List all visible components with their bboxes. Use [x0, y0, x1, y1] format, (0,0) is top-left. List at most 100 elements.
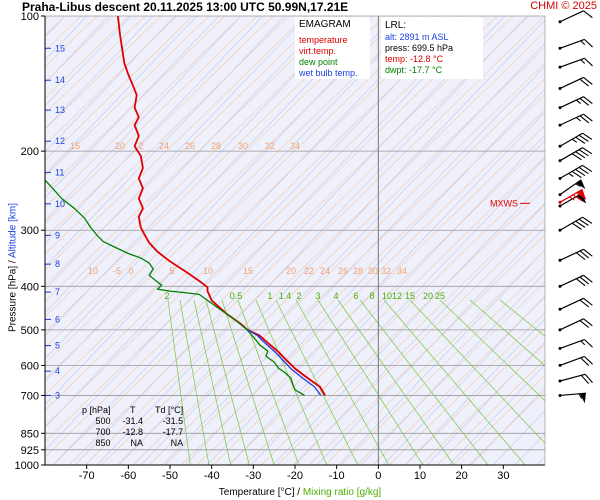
wind-column-background	[545, 16, 600, 465]
wind-barb-shaft	[559, 147, 583, 162]
pressure-tick-label: 100	[21, 11, 39, 23]
legend-item-temperature: temperature	[299, 35, 348, 45]
temperature-tick-label: -60	[120, 470, 136, 482]
legend-item-dew-point: dew point	[299, 57, 338, 67]
moist-adiabat-line	[45, 16, 386, 349]
wind-barb-pennant	[576, 179, 586, 190]
moist-adiabat-line	[212, 140, 545, 465]
mixing-ratio-label: 2	[296, 291, 301, 301]
wind-barb	[558, 179, 586, 197]
table-cell: 850	[95, 438, 111, 448]
wind-barb	[558, 38, 593, 50]
altitude-tick-label: 8	[55, 259, 60, 269]
moist-adiabat-line	[45, 16, 338, 302]
adiabat-line	[382, 295, 545, 465]
isotherm-label: 10	[203, 266, 213, 276]
wind-barb	[558, 10, 593, 24]
wind-barb-half	[580, 340, 586, 346]
wind-barb	[558, 147, 593, 163]
mixing-ratio-line	[237, 299, 300, 465]
moist-adiabat-line	[196, 124, 545, 465]
moist-adiabat-line	[100, 31, 545, 465]
altitude-tick-label: 11	[55, 167, 64, 177]
wind-barb	[558, 274, 593, 288]
pressure-tick-label: 850	[21, 428, 39, 440]
altitude-tick-label: 12	[55, 136, 65, 146]
moist-adiabat-line	[45, 16, 498, 458]
mixing-ratio-line	[469, 299, 545, 367]
adiabat-line	[294, 203, 545, 465]
isotherm-label: 34	[290, 141, 300, 151]
adiabat-line	[96, 16, 528, 465]
wind-barb-station	[558, 176, 562, 180]
wind-barb-shaft	[559, 297, 584, 310]
y-axis-label-altitude: Altitude [km]	[7, 203, 19, 259]
wind-barb	[558, 318, 593, 332]
wind-barb-full	[571, 222, 582, 230]
adiabat-line	[316, 226, 545, 465]
wind-barb-full	[576, 192, 587, 200]
moist-adiabat-line	[340, 265, 545, 465]
moist-adiabat-line	[52, 16, 514, 465]
wind-barb-full	[579, 115, 590, 124]
pressure-tick-label: 925	[21, 445, 39, 457]
mixing-ratio-label: 20	[423, 291, 433, 301]
table-row: 500 -31.4 -31.5	[76, 416, 189, 427]
isotherm-label: 24	[320, 266, 330, 276]
table-cell: 500	[95, 416, 111, 426]
isotherm-label: 32	[381, 266, 391, 276]
wind-barb-shaft	[559, 113, 584, 126]
mixing-ratio-line	[255, 299, 328, 465]
wind-barb-half	[578, 393, 583, 399]
wind-barb-full	[575, 151, 586, 159]
table-row: 700 -12.8 -17.7	[76, 427, 189, 438]
wind-barb-shaft	[559, 248, 584, 261]
moist-adiabat-line	[45, 16, 434, 396]
table-cell: -31.5	[162, 416, 184, 426]
mixing-ratio-label: 12	[392, 291, 402, 301]
mixing-ratio-line	[383, 299, 526, 465]
wind-barb-station	[558, 346, 562, 350]
wind-barb-full	[575, 278, 586, 287]
wind-barb-full	[572, 194, 583, 202]
wind-barb-shaft	[559, 132, 583, 147]
wind-barb-half	[575, 183, 581, 187]
wind-barb	[558, 188, 587, 204]
wind-barb-full	[579, 320, 590, 328]
isotherm-label: 26	[338, 266, 348, 276]
moist-adiabat-line	[45, 16, 162, 130]
sounding-title: Praha-Libus descent 20.11.2025 13:00 UTC…	[22, 0, 349, 14]
moist-adiabat-line	[0, 16, 1, 465]
isotherm-label: 28	[211, 141, 221, 151]
lrl-alt: alt: 2891 m ASL	[385, 32, 449, 42]
temperature-tick-label: 30	[497, 470, 509, 482]
wind-barb-station	[558, 393, 562, 397]
table-cell: NA	[130, 438, 144, 448]
y-axis-label: Pressure [hPa] / Altitude [km]	[8, 178, 19, 358]
table-cell: NA	[170, 438, 184, 448]
wind-barb-full	[571, 153, 582, 161]
wind-barb-pennant	[577, 189, 586, 199]
adiabat-line	[45, 16, 198, 176]
isotherm-label: 15	[243, 266, 253, 276]
moist-adiabat-line	[45, 16, 146, 115]
mixing-ratio-label: 1.4	[279, 291, 292, 301]
moist-adiabat-line	[116, 46, 545, 465]
moist-adiabat-line	[388, 312, 545, 465]
altitude-tick-label: 4	[55, 366, 60, 376]
wind-barb	[558, 57, 593, 69]
wind-barb-shaft	[559, 338, 585, 349]
wind-barb-shaft	[559, 216, 583, 231]
x-axis-label-temperature: Temperature [°C]	[218, 487, 295, 498]
wind-barb-shaft	[559, 76, 584, 89]
moist-adiabat-line	[45, 16, 274, 239]
altitude-tick-label: 14	[55, 75, 65, 85]
moist-adiabat-line	[45, 16, 290, 255]
wind-barb	[558, 216, 593, 232]
wind-barb-station	[558, 193, 562, 197]
wind-barb-station	[558, 159, 562, 163]
wind-barb-half	[575, 117, 582, 122]
wind-barb	[558, 132, 593, 148]
altitude-tick-label: 3	[55, 390, 60, 400]
moist-adiabat-line	[308, 234, 545, 465]
